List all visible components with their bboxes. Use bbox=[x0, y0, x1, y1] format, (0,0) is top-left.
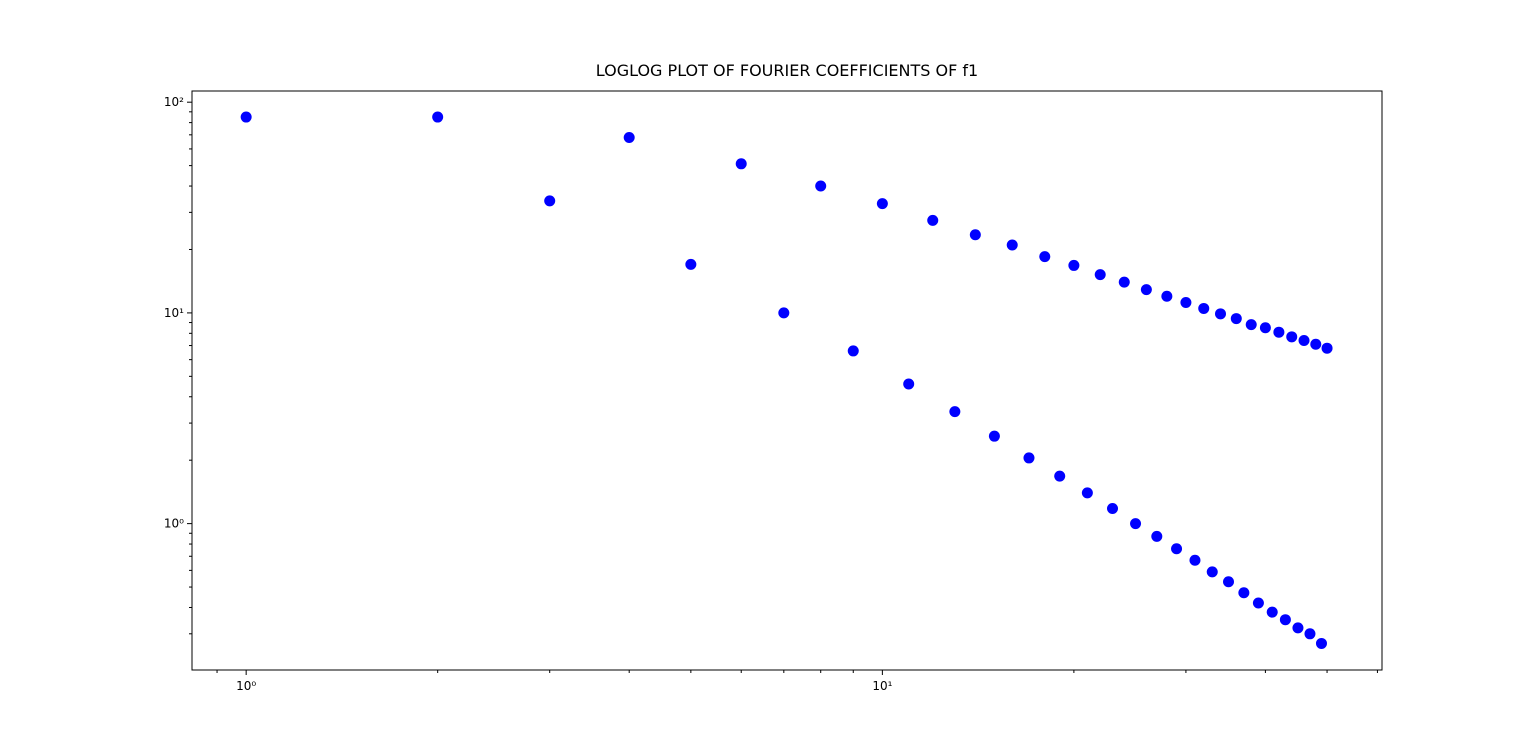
point bbox=[240, 111, 252, 123]
point bbox=[847, 345, 859, 357]
x-tick-label: 10¹ bbox=[872, 679, 892, 693]
point bbox=[1006, 239, 1018, 251]
point bbox=[927, 214, 939, 226]
point bbox=[778, 307, 790, 319]
y-tick-label: 10² bbox=[164, 95, 184, 109]
point bbox=[1286, 331, 1298, 343]
point bbox=[1023, 452, 1035, 464]
point bbox=[685, 258, 697, 270]
point bbox=[1259, 322, 1271, 334]
y-tick-label: 10¹ bbox=[164, 306, 184, 320]
point bbox=[1039, 251, 1051, 263]
point bbox=[876, 198, 888, 210]
point bbox=[1223, 576, 1235, 588]
point bbox=[1298, 334, 1310, 346]
point bbox=[1189, 554, 1201, 566]
point bbox=[1140, 284, 1152, 296]
point bbox=[1292, 622, 1304, 634]
point bbox=[1304, 628, 1316, 640]
point bbox=[1266, 606, 1278, 618]
point bbox=[1279, 614, 1291, 626]
point bbox=[1118, 276, 1130, 288]
point bbox=[1315, 637, 1327, 649]
point bbox=[1180, 297, 1192, 309]
point bbox=[1273, 326, 1285, 338]
point bbox=[1171, 543, 1183, 555]
point bbox=[903, 378, 915, 390]
point bbox=[1245, 319, 1257, 331]
point bbox=[1081, 487, 1093, 499]
point bbox=[735, 158, 747, 170]
point bbox=[988, 430, 1000, 442]
point bbox=[1230, 313, 1242, 325]
point bbox=[1214, 308, 1226, 320]
point bbox=[969, 229, 981, 241]
point bbox=[1252, 597, 1264, 609]
point bbox=[1054, 470, 1066, 482]
point bbox=[544, 195, 556, 207]
point bbox=[1198, 302, 1210, 314]
y-tick-label: 10⁰ bbox=[164, 517, 184, 531]
point bbox=[1321, 342, 1333, 354]
point bbox=[1310, 338, 1322, 350]
point bbox=[1151, 530, 1163, 542]
point bbox=[432, 111, 444, 123]
point bbox=[1238, 587, 1250, 599]
point bbox=[1206, 566, 1218, 578]
point bbox=[1161, 290, 1173, 302]
point bbox=[949, 406, 961, 418]
point bbox=[1094, 269, 1106, 281]
x-tick-label: 10⁰ bbox=[236, 679, 256, 693]
point bbox=[623, 131, 635, 143]
point bbox=[1130, 518, 1142, 530]
point bbox=[1107, 502, 1119, 514]
point bbox=[815, 180, 827, 192]
plot-frame bbox=[191, 90, 1383, 671]
chart-title: LOGLOG PLOT OF FOURIER COEFFICIENTS OF f… bbox=[596, 61, 978, 80]
point bbox=[1068, 259, 1080, 271]
